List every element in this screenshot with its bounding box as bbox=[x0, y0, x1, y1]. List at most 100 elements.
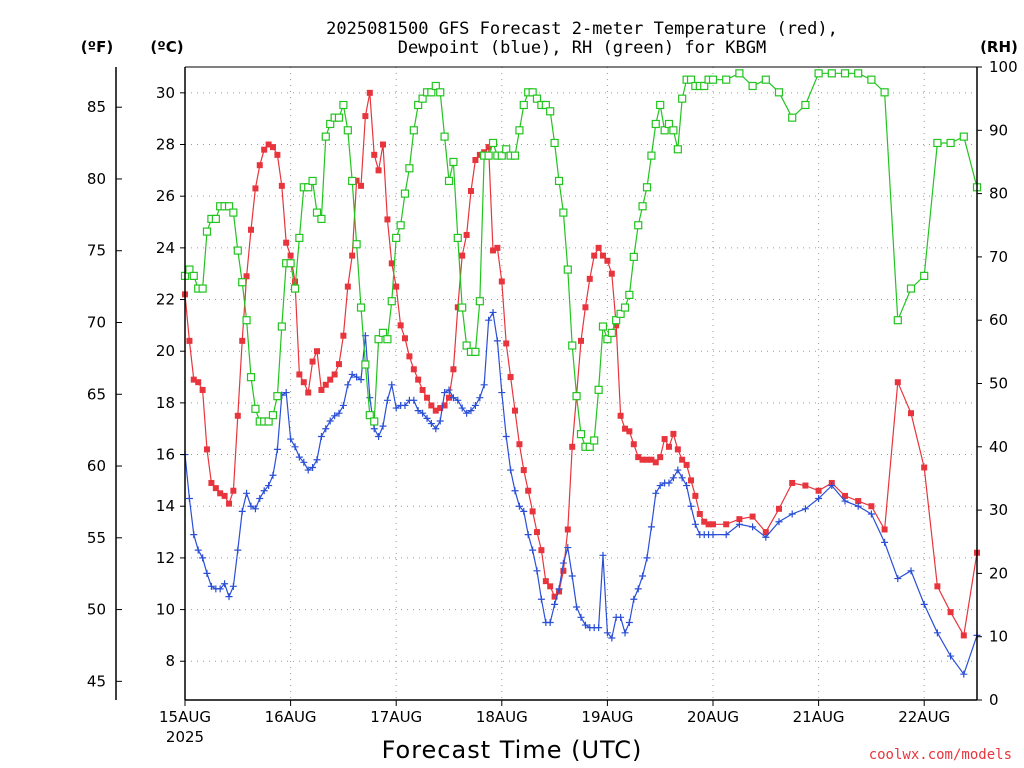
data-point bbox=[401, 401, 409, 409]
data-point bbox=[563, 265, 572, 274]
data-point bbox=[542, 578, 549, 585]
data-point bbox=[185, 494, 193, 502]
data-point bbox=[683, 461, 690, 468]
data-point bbox=[625, 290, 634, 299]
data-point bbox=[748, 81, 757, 91]
data-point bbox=[722, 75, 731, 84]
data-point bbox=[458, 404, 466, 412]
data-point bbox=[920, 271, 929, 280]
data-point bbox=[269, 471, 277, 479]
data-point bbox=[424, 394, 431, 401]
fahrenheit-tick-label: 70 bbox=[87, 313, 106, 331]
data-point bbox=[375, 167, 382, 174]
data-point bbox=[815, 487, 822, 494]
data-point bbox=[202, 227, 212, 236]
data-point bbox=[603, 629, 611, 637]
data-point bbox=[432, 425, 440, 433]
data-point bbox=[410, 366, 417, 373]
data-point bbox=[881, 526, 888, 533]
data-point bbox=[344, 283, 351, 290]
data-point bbox=[419, 409, 427, 417]
data-point bbox=[317, 432, 325, 440]
data-point bbox=[436, 417, 444, 425]
data-point bbox=[683, 482, 691, 490]
data-point bbox=[516, 441, 523, 448]
celsius-tick-label: 20 bbox=[156, 342, 175, 360]
data-point bbox=[195, 379, 202, 386]
data-point bbox=[383, 396, 391, 404]
chart-title-line2: Dewpoint (blue), RH (green) for KBGM bbox=[398, 38, 766, 58]
rh-tick-label: 40 bbox=[989, 438, 1008, 456]
data-point bbox=[203, 569, 211, 577]
data-point bbox=[525, 487, 532, 494]
data-point bbox=[419, 386, 426, 393]
data-point bbox=[736, 516, 743, 523]
data-point bbox=[686, 75, 696, 84]
series-dewpoint bbox=[181, 308, 981, 678]
data-point bbox=[489, 308, 497, 316]
data-point bbox=[894, 379, 901, 386]
data-point bbox=[854, 69, 863, 78]
data-point bbox=[380, 141, 386, 148]
data-point bbox=[620, 303, 630, 312]
fahrenheit-tick-label: 55 bbox=[87, 529, 106, 547]
data-point bbox=[564, 544, 572, 552]
data-point bbox=[546, 618, 554, 626]
data-point bbox=[894, 575, 902, 583]
data-point bbox=[379, 422, 387, 430]
data-point bbox=[230, 487, 237, 494]
data-point bbox=[243, 489, 251, 497]
data-point bbox=[287, 252, 294, 259]
data-point bbox=[934, 583, 941, 590]
x-tick-label: 17AUG bbox=[370, 708, 422, 726]
data-point bbox=[374, 335, 383, 344]
data-point bbox=[749, 513, 756, 520]
data-point bbox=[309, 358, 316, 365]
data-point bbox=[225, 593, 233, 601]
data-point bbox=[300, 458, 308, 466]
data-point bbox=[906, 284, 916, 293]
data-point bbox=[678, 94, 687, 103]
data-point bbox=[590, 436, 599, 445]
data-point bbox=[216, 585, 224, 593]
data-point bbox=[467, 188, 474, 195]
data-point bbox=[199, 386, 206, 393]
data-point bbox=[494, 244, 501, 251]
data-point bbox=[190, 376, 197, 383]
data-point bbox=[576, 430, 586, 439]
rh-unit-label: (RH) bbox=[980, 38, 1018, 56]
data-point bbox=[317, 214, 326, 224]
data-point bbox=[585, 442, 594, 451]
data-point bbox=[520, 507, 528, 515]
data-point bbox=[604, 257, 611, 264]
data-point bbox=[634, 221, 643, 230]
data-point bbox=[290, 284, 300, 293]
data-point bbox=[199, 554, 207, 562]
rh-tick-label: 0 bbox=[989, 691, 999, 709]
data-point bbox=[507, 374, 514, 381]
data-point bbox=[211, 214, 220, 224]
x-tick-label: 16AUG bbox=[265, 708, 317, 726]
x-tick-label: 20AUG bbox=[687, 708, 739, 726]
data-point bbox=[573, 603, 581, 611]
x-tick-label: 21AUG bbox=[793, 708, 845, 726]
data-point bbox=[304, 466, 312, 474]
data-point bbox=[946, 138, 955, 148]
data-point bbox=[396, 221, 405, 230]
data-point bbox=[559, 208, 568, 217]
celsius-unit-label: (ºC) bbox=[150, 38, 183, 56]
data-point bbox=[854, 502, 862, 510]
data-point bbox=[414, 100, 423, 110]
data-point bbox=[476, 394, 484, 402]
data-point bbox=[616, 309, 625, 318]
data-point bbox=[635, 454, 642, 461]
data-point bbox=[242, 316, 251, 325]
data-point bbox=[638, 202, 647, 211]
series-line bbox=[184, 92, 978, 638]
data-point bbox=[908, 410, 914, 417]
data-point bbox=[268, 411, 278, 420]
fahrenheit-tick-label: 45 bbox=[87, 672, 106, 690]
data-point bbox=[960, 632, 967, 639]
data-point bbox=[393, 283, 400, 290]
data-point bbox=[256, 494, 264, 502]
